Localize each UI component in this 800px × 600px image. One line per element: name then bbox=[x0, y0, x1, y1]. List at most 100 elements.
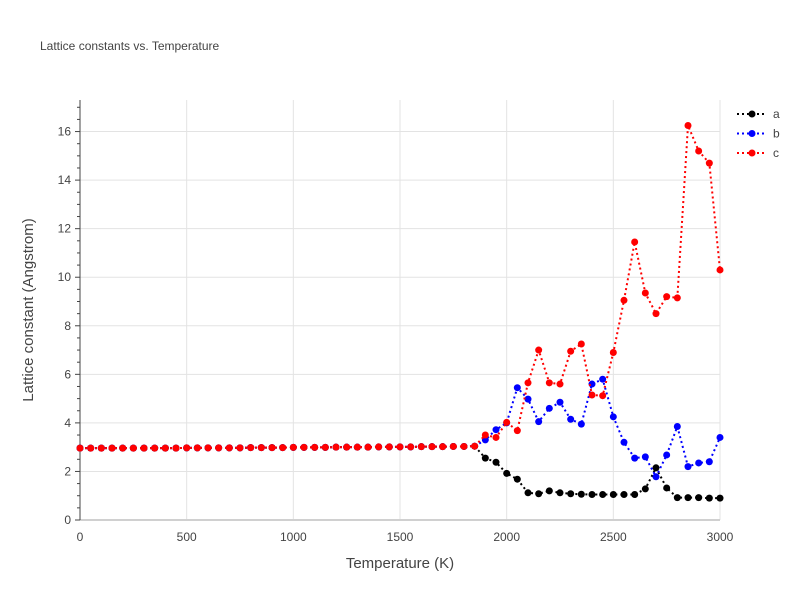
data-point bbox=[663, 293, 671, 301]
data-point bbox=[577, 490, 585, 498]
data-point bbox=[151, 444, 159, 452]
data-point bbox=[343, 443, 351, 451]
data-point bbox=[524, 489, 532, 497]
legend-item-c[interactable]: c bbox=[737, 146, 779, 160]
y-tick-label: 0 bbox=[64, 513, 71, 527]
x-tick-label: 0 bbox=[77, 530, 84, 544]
data-point bbox=[481, 454, 489, 462]
data-point bbox=[545, 404, 553, 412]
data-point bbox=[599, 392, 607, 400]
y-axis-title: Lattice constant (Angstrom) bbox=[20, 218, 37, 401]
y-tick-label: 4 bbox=[64, 416, 71, 430]
data-point bbox=[599, 375, 607, 383]
data-point bbox=[535, 346, 543, 354]
y-tick-label: 16 bbox=[58, 125, 72, 139]
data-point bbox=[449, 442, 457, 450]
data-point bbox=[599, 491, 607, 499]
data-point bbox=[428, 443, 436, 451]
data-point bbox=[108, 444, 116, 452]
data-point bbox=[524, 379, 532, 387]
data-point bbox=[716, 494, 724, 502]
data-point bbox=[641, 485, 649, 493]
legend-item-b[interactable]: b bbox=[737, 127, 780, 141]
data-point bbox=[609, 491, 617, 499]
data-point bbox=[268, 444, 276, 452]
data-point bbox=[620, 296, 628, 304]
series-c bbox=[76, 121, 724, 452]
data-point bbox=[620, 491, 628, 499]
data-point bbox=[161, 444, 169, 452]
x-tick-label: 500 bbox=[177, 530, 197, 544]
data-point bbox=[247, 444, 255, 452]
data-point bbox=[716, 266, 724, 274]
data-point bbox=[407, 443, 415, 451]
legend[interactable]: abc bbox=[737, 107, 780, 160]
x-tick-label: 2000 bbox=[493, 530, 520, 544]
data-point bbox=[673, 423, 681, 431]
data-point bbox=[631, 238, 639, 246]
data-point bbox=[705, 159, 713, 167]
y-tick-label: 2 bbox=[64, 464, 71, 478]
data-point bbox=[481, 431, 489, 439]
legend-label: b bbox=[773, 127, 780, 141]
data-point bbox=[641, 289, 649, 297]
data-point bbox=[321, 443, 329, 451]
data-point bbox=[183, 444, 191, 452]
data-point bbox=[311, 443, 319, 451]
data-point bbox=[695, 459, 703, 467]
x-tick-label: 1000 bbox=[280, 530, 307, 544]
data-point bbox=[663, 451, 671, 459]
data-point bbox=[87, 444, 95, 452]
y-tick-label: 10 bbox=[58, 270, 72, 284]
data-point bbox=[545, 379, 553, 387]
data-point bbox=[279, 444, 287, 452]
data-point bbox=[588, 380, 596, 388]
data-point bbox=[503, 469, 511, 477]
data-point bbox=[492, 426, 500, 434]
data-point bbox=[545, 487, 553, 495]
y-tick-label: 12 bbox=[58, 222, 72, 236]
y-tick-label: 14 bbox=[58, 173, 72, 187]
data-point bbox=[684, 463, 692, 471]
data-point bbox=[417, 443, 425, 451]
data-point bbox=[492, 433, 500, 441]
data-point bbox=[663, 484, 671, 492]
data-point bbox=[535, 418, 543, 426]
data-point bbox=[631, 454, 639, 462]
x-axis-title: Temperature (K) bbox=[346, 555, 454, 572]
data-point bbox=[556, 398, 564, 406]
data-point bbox=[556, 489, 564, 497]
x-tick-label: 1500 bbox=[387, 530, 414, 544]
data-point bbox=[695, 147, 703, 155]
data-point bbox=[300, 443, 308, 451]
legend-marker bbox=[748, 149, 756, 157]
data-point bbox=[236, 444, 244, 452]
data-point bbox=[577, 340, 585, 348]
data-point bbox=[513, 427, 521, 435]
data-point bbox=[492, 458, 500, 466]
data-point bbox=[129, 444, 137, 452]
data-point bbox=[172, 444, 180, 452]
data-point bbox=[364, 443, 372, 451]
data-point bbox=[652, 310, 660, 318]
data-point bbox=[705, 494, 713, 502]
chart-title: Lattice constants vs. Temperature bbox=[40, 39, 220, 53]
legend-item-a[interactable]: a bbox=[737, 107, 780, 121]
data-point bbox=[716, 433, 724, 441]
data-point bbox=[471, 442, 479, 450]
data-point bbox=[460, 442, 468, 450]
data-point bbox=[375, 443, 383, 451]
legend-label: a bbox=[773, 107, 780, 121]
data-point bbox=[673, 494, 681, 502]
data-point bbox=[567, 347, 575, 355]
data-point bbox=[695, 494, 703, 502]
data-point bbox=[641, 453, 649, 461]
data-point bbox=[577, 420, 585, 428]
data-point bbox=[193, 444, 201, 452]
plot-series bbox=[76, 121, 724, 502]
data-point bbox=[673, 294, 681, 302]
x-tick-label: 2500 bbox=[600, 530, 627, 544]
y-tick-label: 6 bbox=[64, 367, 71, 381]
data-point bbox=[353, 443, 361, 451]
